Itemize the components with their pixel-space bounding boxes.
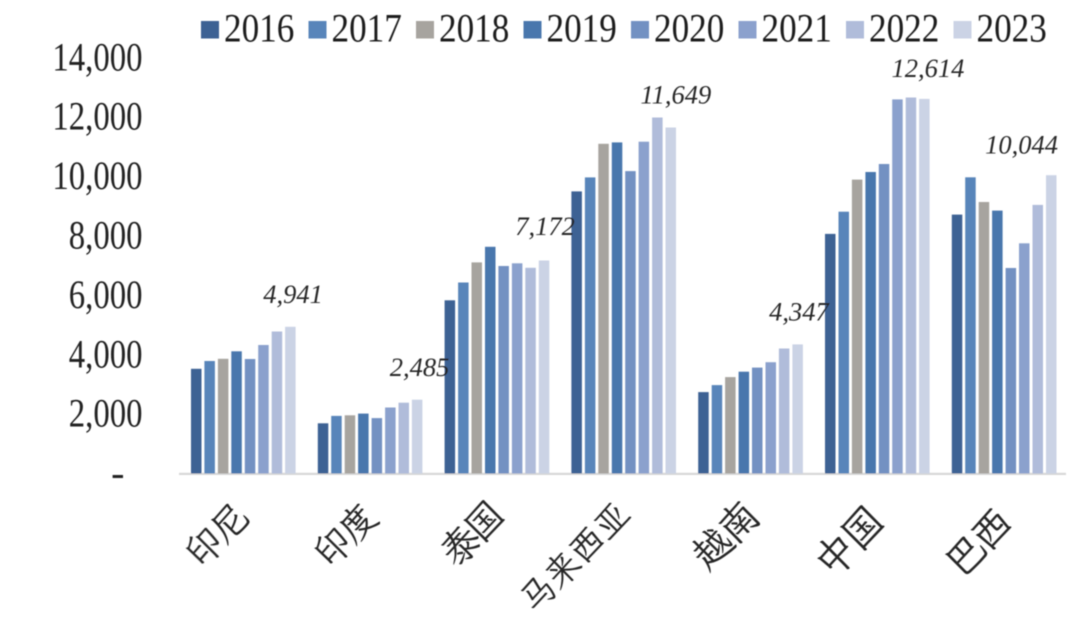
- svg-text:11,649: 11,649: [640, 80, 711, 110]
- svg-text:12,000: 12,000: [52, 94, 142, 139]
- svg-text:2017: 2017: [332, 6, 402, 51]
- svg-text:2020: 2020: [654, 6, 724, 51]
- svg-text:2021: 2021: [762, 6, 832, 51]
- svg-text:2,000: 2,000: [69, 391, 143, 436]
- svg-text:8,000: 8,000: [69, 212, 143, 257]
- svg-text:2016: 2016: [224, 6, 294, 51]
- svg-text:2023: 2023: [977, 6, 1047, 51]
- svg-text:6,000: 6,000: [69, 272, 143, 317]
- svg-text:-: -: [111, 450, 124, 495]
- svg-text:12,614: 12,614: [891, 53, 964, 83]
- svg-text:2,485: 2,485: [390, 352, 450, 382]
- svg-text:7,172: 7,172: [515, 211, 575, 241]
- svg-text:10,000: 10,000: [52, 153, 142, 198]
- svg-text:10,044: 10,044: [985, 130, 1058, 160]
- svg-text:2018: 2018: [439, 6, 509, 51]
- svg-text:4,347: 4,347: [769, 296, 830, 326]
- svg-text:4,941: 4,941: [263, 279, 323, 309]
- svg-text:14,000: 14,000: [52, 34, 142, 79]
- svg-text:2022: 2022: [869, 6, 939, 51]
- svg-text:2019: 2019: [547, 6, 617, 51]
- svg-text:4,000: 4,000: [69, 331, 143, 376]
